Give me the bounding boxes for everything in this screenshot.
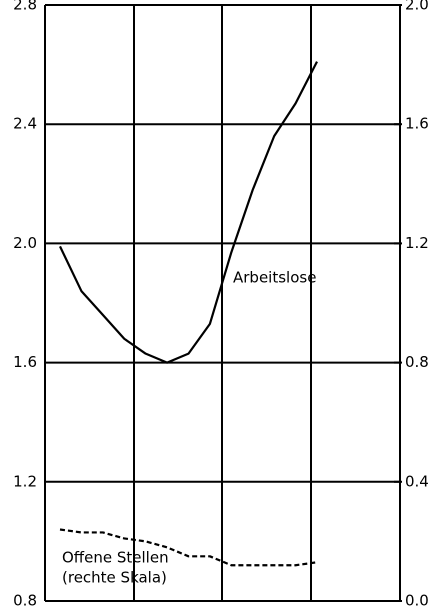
series-label: Arbeitslose <box>233 269 316 287</box>
annotation: (rechte Skala) <box>62 569 167 587</box>
y-tick-label: 2.8 <box>13 0 37 14</box>
y-tick-label: 2.4 <box>13 115 37 133</box>
y2-tick-label: 0.8 <box>405 353 429 371</box>
vertical-grid <box>44 5 401 601</box>
y2-tick-label: 0.0 <box>405 592 429 610</box>
series-line <box>59 61 318 364</box>
y-tick-label: 2.0 <box>13 234 37 252</box>
y2-tick-label: 2.0 <box>405 0 429 14</box>
y2-tick-label: 1.2 <box>405 234 429 252</box>
y-tick-label: 1.2 <box>13 472 37 490</box>
y2-tick-label: 1.6 <box>405 115 429 133</box>
series-line <box>59 528 318 567</box>
y2-tick-label: 0.4 <box>405 472 429 490</box>
y-tick-label: 0.8 <box>13 592 37 610</box>
y-tick-label: 1.6 <box>13 353 37 371</box>
series-label: Offene Stellen <box>62 549 169 567</box>
